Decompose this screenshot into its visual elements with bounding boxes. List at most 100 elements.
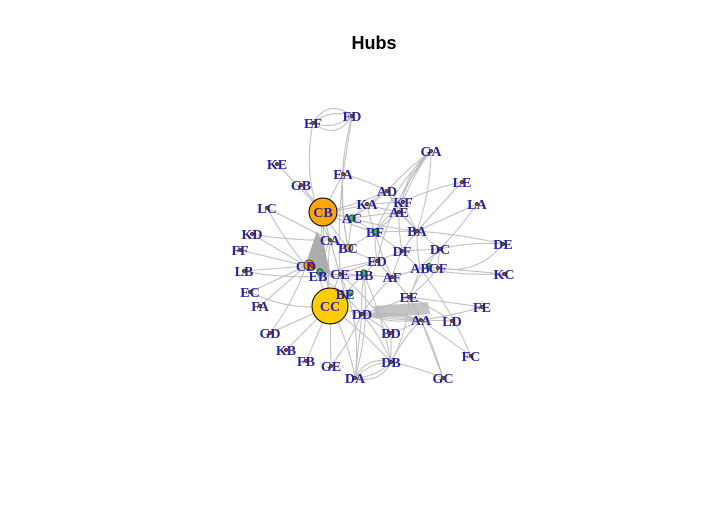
node-circle-BD xyxy=(389,331,393,335)
edge-KF-BA xyxy=(402,201,418,232)
edge-FE-EE xyxy=(408,296,483,308)
node-circle-FF xyxy=(238,248,242,252)
node-label-LB: LB xyxy=(235,265,254,280)
node-circle-KE xyxy=(275,162,279,166)
edge-AF-AB xyxy=(391,267,421,278)
node-label-LD: LD xyxy=(442,315,461,330)
node-circle-DA xyxy=(353,376,357,380)
node-label-DA: DA xyxy=(345,372,366,387)
node-label-ED: ED xyxy=(367,255,386,270)
node-label-KC: KC xyxy=(494,268,515,283)
edge-EA-CE xyxy=(338,173,344,275)
node-label-BD: BD xyxy=(381,327,400,342)
node-label-AE: AE xyxy=(389,206,408,221)
node-label-EB: EB xyxy=(309,270,328,285)
edge-AE-BA xyxy=(398,211,418,232)
node-label-CC: CC xyxy=(320,300,340,315)
node-circle-KF xyxy=(401,200,405,204)
edge-AC-BA xyxy=(351,217,418,232)
edge-FC-AA xyxy=(420,319,472,357)
node-circle-AE xyxy=(397,210,401,214)
node-circle-EB xyxy=(316,268,324,276)
node-label-FD: FD xyxy=(343,110,362,125)
node-label-DD: DD xyxy=(352,308,372,323)
node-circle-LE xyxy=(460,180,464,184)
edge-DF-ED xyxy=(376,250,403,262)
edge-EA-AD xyxy=(342,173,388,192)
node-label-FB: FB xyxy=(297,355,315,370)
edge-DB-EE xyxy=(390,296,410,363)
node-label-FA: FA xyxy=(251,300,270,315)
edge-LA-BA xyxy=(416,203,478,232)
edge-ED-CE xyxy=(339,260,378,275)
edge-EF-CA xyxy=(308,122,331,241)
node-label-FC: FC xyxy=(462,350,481,365)
edge-KA-AD xyxy=(366,190,388,205)
edge-EE-CF xyxy=(408,267,439,298)
nodes-layer xyxy=(238,114,506,380)
node-circle-CE xyxy=(338,272,342,276)
plot-title: Hubs xyxy=(352,33,397,53)
node-circle-GC xyxy=(441,376,445,380)
node-label-BC: BC xyxy=(338,242,357,257)
edge-DD-AA xyxy=(361,313,422,321)
node-circle-CC xyxy=(311,287,349,325)
edge-BF-AF xyxy=(374,231,393,278)
edge-KA-AE xyxy=(366,203,400,213)
edge-BE-DD xyxy=(344,293,363,315)
node-circle-EC xyxy=(248,290,252,294)
node-label-GC: GC xyxy=(433,372,454,387)
node-circle-DD xyxy=(360,312,364,316)
node-label-GE: GE xyxy=(321,360,341,375)
node-label-BF: BF xyxy=(366,226,384,241)
node-label-LE: LE xyxy=(453,176,472,191)
node-label-EA: EA xyxy=(333,168,353,183)
edge-BD-DD xyxy=(361,313,392,334)
node-circle-LD xyxy=(450,319,454,323)
node-circle-ED xyxy=(375,259,379,263)
node-label-AD: AD xyxy=(377,185,397,200)
node-circle-CA xyxy=(328,238,332,242)
node-circle-DF xyxy=(400,249,404,253)
edge-EC-CD xyxy=(249,265,307,293)
node-circle-DE xyxy=(501,242,505,246)
node-label-CE: CE xyxy=(330,268,349,283)
edge-GA-AD xyxy=(386,150,432,192)
edge-LA-DC xyxy=(439,203,478,250)
edge-GC-DB xyxy=(390,361,444,379)
edge-AF-DD xyxy=(361,276,393,315)
node-circle-BC xyxy=(344,243,354,253)
node-label-LC: LC xyxy=(257,202,276,217)
edge-LD-AA xyxy=(420,319,453,322)
node-label-BB: BB xyxy=(355,269,374,284)
node-circle-EE xyxy=(407,295,411,299)
edge-EF-FD xyxy=(312,115,353,131)
node-label-DB: DB xyxy=(381,356,400,371)
node-label-CB: CB xyxy=(313,206,332,221)
node-label-DC: DC xyxy=(430,243,450,258)
node-label-GA: GA xyxy=(421,145,443,160)
node-circle-FB xyxy=(304,359,308,363)
edge-DE-DC xyxy=(439,242,504,250)
edge-BB-DD xyxy=(361,274,365,315)
node-circle-GA xyxy=(429,149,433,153)
edge-GE-DD xyxy=(330,313,363,367)
node-label-DE: DE xyxy=(493,238,512,253)
node-label-CA: CA xyxy=(320,234,341,249)
node-label-AB: AB xyxy=(410,262,429,277)
node-label-GD: GD xyxy=(260,327,281,342)
edge-DA-CE xyxy=(339,273,358,379)
node-circle-GE xyxy=(329,364,333,368)
edge-BD-AA xyxy=(390,319,422,334)
node-circle-DB xyxy=(389,360,393,364)
edge-KC-CF xyxy=(437,267,505,275)
edge-DB-DA xyxy=(354,361,392,380)
node-circle-DC xyxy=(438,247,442,251)
edge-LE-BA xyxy=(416,181,463,232)
node-circle-EA xyxy=(341,172,345,176)
edge-BA-AB xyxy=(416,230,421,269)
node-circle-BE xyxy=(346,289,354,297)
edge-FA-CD xyxy=(259,265,307,307)
